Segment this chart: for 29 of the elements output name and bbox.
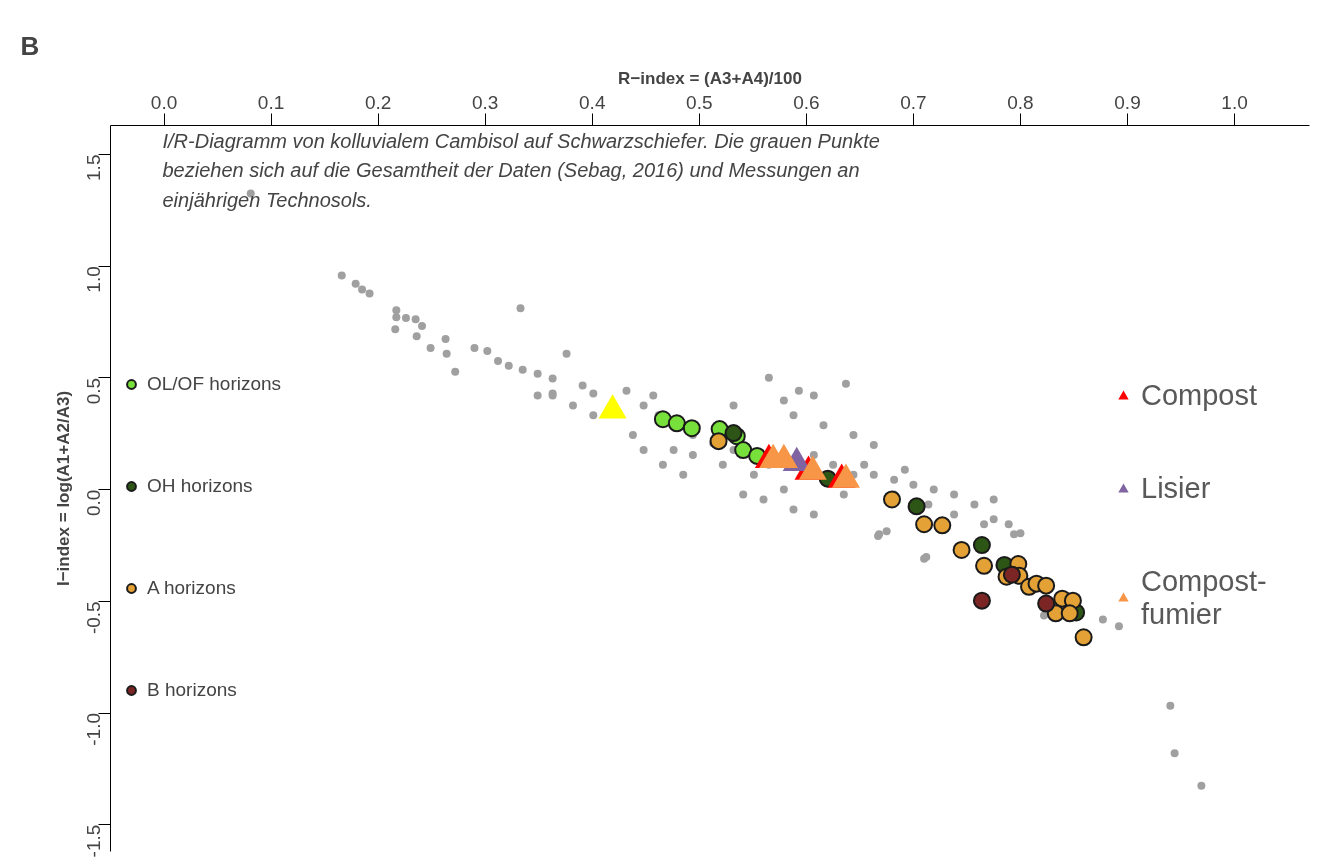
legend-label: OH horizons: [147, 475, 253, 497]
x-tick-label: 0.2: [364, 91, 392, 113]
legend-label: Compost: [1141, 379, 1258, 412]
x-tick-label: 0.9: [1114, 91, 1141, 113]
y-tick-label: -0.5: [83, 601, 104, 635]
text: B: [20, 30, 40, 61]
y-axis-title: I−index = log(A1+A2/A3): [53, 390, 73, 587]
x-tick-label: 0.7: [900, 91, 927, 113]
y-tick-label: -1.5: [83, 824, 104, 858]
annotation: I/R-Diagramm von kolluvialem Cambisol auf Schwarzschiefer. Die grauen Punkte beziehen sich auf die Gesamtheit der Daten (Sebag, 2016) und Messungen an einjährigen Technosols.: [162, 129, 880, 211]
legend-label: OL/OF horizons: [147, 373, 282, 395]
x-tick-label: 0.8: [1007, 91, 1034, 113]
y-tick-label: 1.0: [83, 266, 104, 293]
x-tick-label: 0.0: [150, 91, 178, 113]
y-tick-label: 1.5: [83, 154, 104, 181]
x-tick-label: 0.4: [579, 91, 606, 113]
y-tick-label: 0.5: [83, 377, 104, 405]
x-tick-label: 0.3: [471, 91, 499, 113]
y-tick-label: 0.0: [83, 489, 104, 517]
legend-label: A horizons: [147, 577, 236, 599]
legend-label: Compost-fumier: [1141, 565, 1267, 631]
x-tick-label: 0.1: [257, 91, 285, 113]
x-tick-label: 0.6: [793, 91, 820, 113]
legend-label: B horizons: [147, 679, 237, 701]
x-axis-title: R−index = (A3+A4)/100: [618, 68, 802, 88]
legend-label: Lisier: [1141, 472, 1211, 505]
y-tick-label: -1.0: [83, 712, 104, 746]
x-tick-label: 0.5: [686, 91, 713, 113]
x-tick-label: 1.0: [1221, 91, 1248, 113]
